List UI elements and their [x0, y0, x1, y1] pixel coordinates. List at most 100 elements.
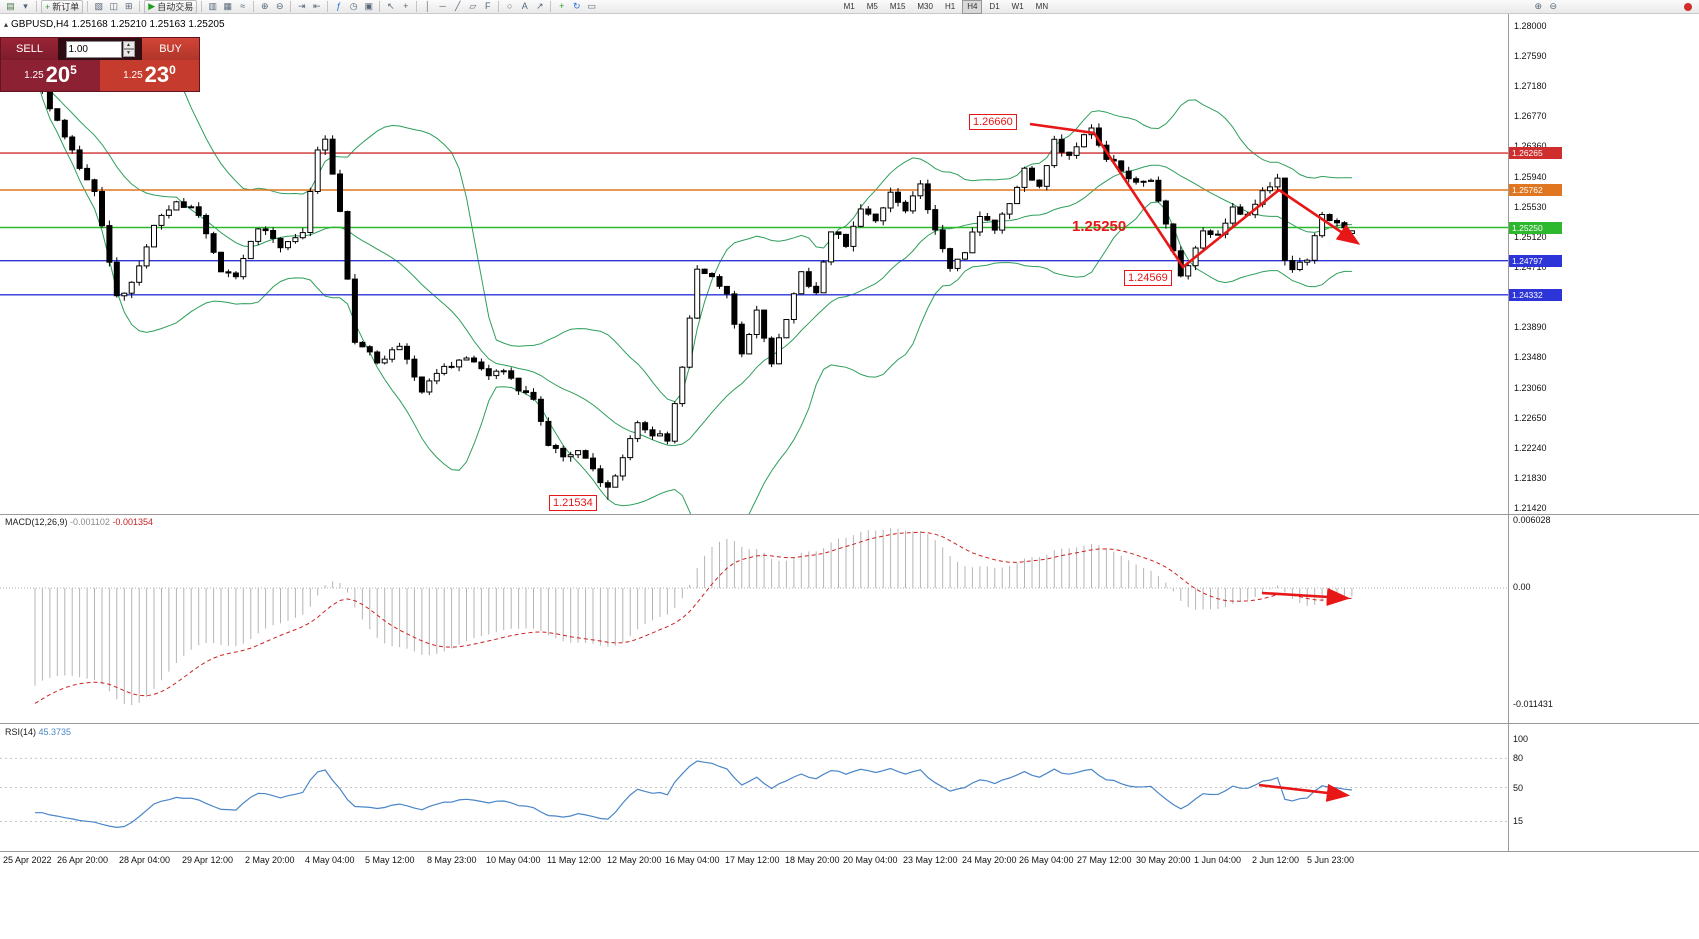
timeframe-button-m5[interactable]: M5 [866, 2, 878, 11]
cursor-icon[interactable]: ↖ [386, 1, 395, 11]
macd-scale-label: -0.011431 [1513, 699, 1553, 709]
sell-button[interactable]: SELL [1, 38, 58, 60]
zoom-out-right-icon[interactable]: ⊖ [1549, 1, 1558, 11]
volume-down-button[interactable]: ▼ [122, 49, 135, 57]
toolbar-separator [36, 1, 37, 12]
time-axis-label: 16 May 04:00 [665, 855, 720, 865]
equidistant-channel-icon[interactable]: ▱ [469, 1, 477, 11]
annotation-box[interactable]: 1.26660 [969, 114, 1017, 130]
toolbar-separator [550, 1, 552, 12]
window-cascade-icon[interactable]: ◫ [109, 1, 119, 11]
templates-icon[interactable]: ▣ [364, 1, 373, 11]
arrow-tool-icon[interactable]: ↗ [535, 1, 544, 11]
fibonacci-icon[interactable]: F [484, 1, 491, 11]
zoom-in-icon[interactable]: ⊕ [260, 1, 269, 11]
timeframe-button-d1[interactable]: D1 [989, 2, 1000, 11]
chart-list-icon[interactable]: ▾ [23, 1, 28, 11]
chart-title-text: GBPUSD,H4 1.25168 1.25210 1.25163 1.2520… [11, 19, 225, 30]
price-scale-label: 1.26360 [1514, 141, 1547, 151]
chart-shift-icon[interactable]: ⇤ [312, 1, 321, 11]
price-scale-label: 1.25120 [1514, 232, 1547, 243]
timeframe-button-h1[interactable]: H1 [944, 2, 956, 11]
vertical-line-icon[interactable]: │ [424, 1, 431, 11]
bid-price-big: 20 [45, 62, 71, 87]
price-scale-label: 1.27590 [1514, 51, 1547, 62]
price-scale-label: 1.21830 [1514, 473, 1547, 484]
price-line-tag: 1.24797 [1509, 254, 1562, 267]
timeframe-button-m1[interactable]: M1 [843, 2, 855, 11]
one-click-collapse-icon[interactable]: ▴ [4, 20, 9, 29]
macd-label: MACD(12,26,9) -0.001102 -0.001354 [5, 517, 153, 527]
horizontal-line-icon[interactable]: ─ [439, 1, 446, 11]
toolbar-separator [201, 1, 203, 12]
price-scale-label: 1.27180 [1514, 81, 1547, 92]
rsi-scale-label: 15 [1513, 816, 1524, 827]
timeframe-button-m30[interactable]: M30 [917, 2, 933, 11]
candlestick-chart-icon[interactable]: ▦ [223, 1, 232, 11]
refresh-icon[interactable]: ↻ [572, 1, 581, 11]
time-axis-label: 23 May 12:00 [903, 855, 958, 865]
toolbar-separator [253, 1, 255, 12]
time-axis-label: 20 May 04:00 [843, 855, 898, 865]
new-window-icon[interactable]: ▭ [587, 1, 596, 11]
annotation-box[interactable]: 1.24569 [1124, 270, 1172, 286]
volume-up-button[interactable]: ▲ [122, 41, 135, 49]
new-order-button[interactable]: + 新订单 [41, 0, 84, 14]
timeframe-button-mn[interactable]: MN [1035, 2, 1049, 11]
price-scale-label: 1.22240 [1514, 443, 1547, 454]
toolbar-separator [379, 1, 381, 12]
toolbar-separator [416, 1, 418, 12]
trendline-icon[interactable]: ╱ [455, 1, 461, 11]
text-tool-icon[interactable]: A [521, 1, 528, 11]
time-axis-label: 25 Apr 2022 [3, 855, 52, 865]
timeframe-button-h4[interactable]: H4 [962, 0, 983, 14]
price-scale-label: 1.24710 [1514, 262, 1547, 273]
price-scale-label: 1.25940 [1514, 171, 1547, 182]
shapes-icon[interactable]: ○ [507, 1, 513, 11]
price-scale-label: 1.23890 [1514, 322, 1547, 333]
toolbar-separator [498, 1, 500, 12]
profiles-icon[interactable]: ▧ [94, 1, 104, 11]
price-line-tag: 1.25762 [1509, 184, 1562, 196]
price-scale-label: 1.23480 [1514, 352, 1547, 363]
zoom-in-right-icon[interactable]: ⊕ [1534, 1, 1543, 11]
macd-panel-surface[interactable] [0, 515, 1508, 723]
crosshair-icon[interactable]: + [403, 1, 409, 11]
add-object-icon[interactable]: + [559, 1, 565, 11]
toolbar-separator [327, 1, 329, 12]
timeframe-button-m15[interactable]: M15 [889, 2, 906, 11]
ask-price-sup: 0 [169, 63, 176, 77]
price-scale-label: 1.23060 [1514, 383, 1547, 393]
new-chart-icon[interactable]: ▤ [6, 1, 15, 11]
time-axis-label: 2 May 20:00 [245, 855, 295, 865]
connection-status-icon [1684, 2, 1692, 11]
price-chart-surface[interactable] [0, 14, 1508, 514]
timeframe-button-w1[interactable]: W1 [1011, 2, 1024, 11]
line-chart-icon[interactable]: ≈ [240, 1, 246, 11]
new-order-button-label: 新订单 [52, 2, 80, 12]
time-axis-label: 2 Jun 12:00 [1252, 855, 1300, 865]
indicators-icon[interactable]: ƒ [336, 1, 342, 11]
time-axis-label: 27 May 12:00 [1077, 855, 1132, 865]
time-axis-label: 29 Apr 12:00 [182, 855, 234, 865]
rsi-label: RSI(14) 45.3735 [5, 727, 72, 737]
buy-button[interactable]: BUY [142, 38, 199, 60]
price-scale-label: 1.28000 [1514, 21, 1547, 31]
window-tile-icon[interactable]: ⊞ [125, 1, 133, 11]
volume-input[interactable] [65, 40, 122, 58]
toolbar: ▤ ▾ + 新订单 ▧ ◫ ⊞ ▶ 自动交易 ▥ ▦ ≈ ⊕ ⊖ ⇥ ⇤ ƒ ◷ ▣ ↖ + │ ─ ╱ ▱ F ○ A ↗ + ↻ ▭ M1 M… [0, 0, 1699, 14]
time-axis-label: 5 Jun 23:00 [1307, 855, 1355, 865]
time-axis-label: 11 May 12:00 [547, 855, 601, 865]
annotation-price-label[interactable]: 1.25250 [1072, 218, 1127, 235]
autotrading-button[interactable]: ▶ 自动交易 [144, 0, 198, 14]
bar-chart-icon[interactable]: ▥ [208, 1, 217, 11]
rsi-panel-surface[interactable] [0, 724, 1508, 851]
periods-icon[interactable]: ◷ [349, 1, 358, 11]
zoom-out-icon[interactable]: ⊖ [275, 1, 284, 11]
time-axis-label: 18 May 20:00 [785, 855, 840, 865]
time-axis-label: 26 Apr 20:00 [57, 855, 109, 865]
annotation-box[interactable]: 1.21534 [549, 495, 597, 511]
auto-scroll-icon[interactable]: ⇥ [297, 1, 306, 11]
